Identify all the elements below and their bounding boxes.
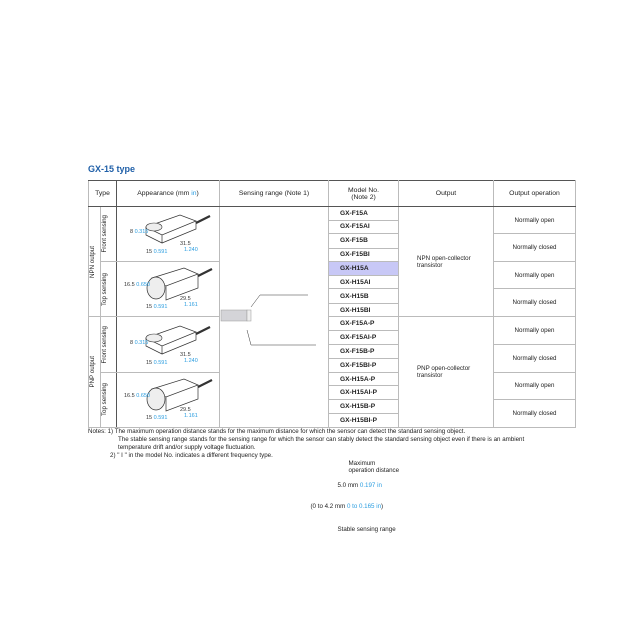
svg-text:15 0.591: 15 0.591 [146, 304, 167, 310]
model-number: GX-H15A [328, 261, 399, 276]
appearance-cell: 16.5 0.650 15 0.591 29.5 1.161 [116, 261, 220, 318]
output-operation: Normally closed [493, 343, 576, 373]
model-number: GX-H15A-P [328, 371, 399, 387]
output-type: NPN open-collector transistor [398, 205, 494, 318]
note-1c: temperature drift and/or supply voltage … [118, 444, 256, 451]
model-number: GX-H15BI [328, 302, 399, 318]
table-row: Top sensing 16.5 0.650 15 0.591 29.5 1.16… [89, 261, 576, 318]
output-group-label: NPN output [88, 205, 101, 318]
output-operation: Normally open [493, 205, 576, 235]
output-operation: Normally open [493, 261, 576, 290]
spec-table: Type Appearance (mm in) Sensing range (N… [88, 180, 576, 533]
note-2: 2) " I " in the model No. indicates a di… [110, 452, 273, 459]
table-row: GX-F15B-P Normally closed [89, 343, 576, 373]
output-operation: Normally closed [493, 233, 576, 263]
model-number: GX-F15B [328, 233, 399, 249]
section-title: GX-15 type [88, 164, 136, 174]
table-row: GX-F15B Normally closed [89, 233, 576, 263]
model-number: GX-H15B-P [328, 399, 399, 415]
svg-text:31.5: 31.5 [180, 352, 191, 358]
header-sensing: Sensing range (Note 1) [219, 180, 329, 207]
model-number: GX-F15B-P [328, 343, 399, 360]
model-number: GX-H15AI-P [328, 385, 399, 401]
stable-range-value: (0 to 4.2 mm 0 to 0.165 in) [310, 502, 384, 510]
output-operation: Normally closed [493, 399, 576, 428]
svg-text:1.240: 1.240 [184, 247, 198, 253]
sensor-top-drawing: 16.5 0.650 15 0.591 29.51.161 [124, 267, 213, 310]
header-output: Output [398, 180, 494, 207]
svg-text:1.161: 1.161 [184, 413, 198, 419]
svg-text:16.5 0.650: 16.5 0.650 [124, 393, 150, 399]
output-type: PNP open-collector transistor [398, 316, 494, 428]
svg-text:1.240: 1.240 [184, 358, 198, 364]
table-row: GX-H15B Normally closed [89, 288, 576, 318]
svg-text:15 0.591: 15 0.591 [146, 415, 167, 421]
output-operation: Normally open [493, 371, 576, 401]
svg-text:31.5: 31.5 [180, 241, 191, 247]
max-distance-value: 5.0 mm 0.197 in [337, 481, 382, 489]
svg-text:15 0.591: 15 0.591 [146, 360, 167, 366]
header-type: Type [88, 180, 117, 207]
sensor-front-drawing: 8 0.315 15 0.591 31.51.240 [130, 325, 211, 366]
table-row: PNP output Front sensing 8 0.315 15 0.591… [88, 316, 576, 428]
header-model: Model No. (Note 2) [328, 180, 399, 207]
model-number: GX-F15BI-P [328, 358, 399, 373]
table-row: GX-H15B-P Normally closed [89, 399, 576, 428]
svg-text:29.5: 29.5 [180, 296, 191, 302]
model-number: GX-F15A [328, 206, 399, 221]
model-number: GX-F15A-P [328, 316, 399, 332]
table-row: GX-H15BI-P [89, 413, 576, 428]
model-number: GX-H15BI-P [328, 413, 399, 428]
svg-text:16.5 0.650: 16.5 0.650 [124, 282, 150, 288]
model-number: GX-F15AI [328, 219, 399, 235]
header-appearance: Appearance (mm in) [116, 180, 220, 207]
sensing-range-diagram [220, 294, 316, 346]
appearance-cell: 8 0.315 15 0.591 31.5 1.240 [116, 316, 220, 373]
sensor-front-drawing: 8 0.315 15 0.591 31.51.240 [130, 214, 211, 255]
sensing-type-label: Front sensing [100, 316, 117, 373]
svg-text:15 0.591: 15 0.591 [146, 249, 167, 255]
sensing-type-label: Top sensing [100, 371, 117, 429]
sensing-type-label: Top sensing [100, 261, 117, 318]
model-number: GX-H15AI [328, 274, 399, 290]
sensing-type-label: Front sensing [100, 205, 117, 263]
model-number: GX-F15BI [328, 247, 399, 263]
note-1b: The stable sensing range stands for the … [118, 436, 525, 443]
model-number: GX-H15B [328, 288, 399, 304]
output-group-label: PNP output [88, 316, 101, 428]
svg-text:1.161: 1.161 [184, 302, 198, 308]
svg-text:8 0.315: 8 0.315 [130, 340, 148, 346]
appearance-cell: 8 0.315 15 0.591 31.5 1.240 [116, 205, 220, 263]
table-row: NPN output Front sensing 8 0.315 15 0.591… [88, 205, 576, 533]
sensor-top-drawing: 16.5 0.650 15 0.591 29.51.161 [124, 378, 213, 421]
sensing-range-cell: Maximum operation distance 5.0 mm 0.197 i… [219, 206, 399, 533]
note-1: Notes: 1) The maximum operation distance… [88, 428, 466, 435]
appearance-cell: 16.5 0.650 15 0.591 29.5 1.161 [116, 371, 220, 429]
notes: Notes: 1) The maximum operation distance… [88, 428, 578, 460]
stable-range-label: Stable sensing range [337, 525, 396, 533]
svg-text:8 0.315: 8 0.315 [130, 229, 148, 235]
header-operation: Output operation [493, 180, 576, 207]
max-distance-label: Maximum operation distance [348, 459, 400, 475]
model-number: GX-F15AI-P [328, 330, 399, 345]
output-operation: Normally open [493, 316, 576, 345]
output-operation: Normally closed [493, 288, 576, 318]
svg-text:29.5: 29.5 [180, 407, 191, 413]
table-row: Top sensing 16.5 0.650 15 0.591 29.5 1.16… [89, 371, 576, 429]
